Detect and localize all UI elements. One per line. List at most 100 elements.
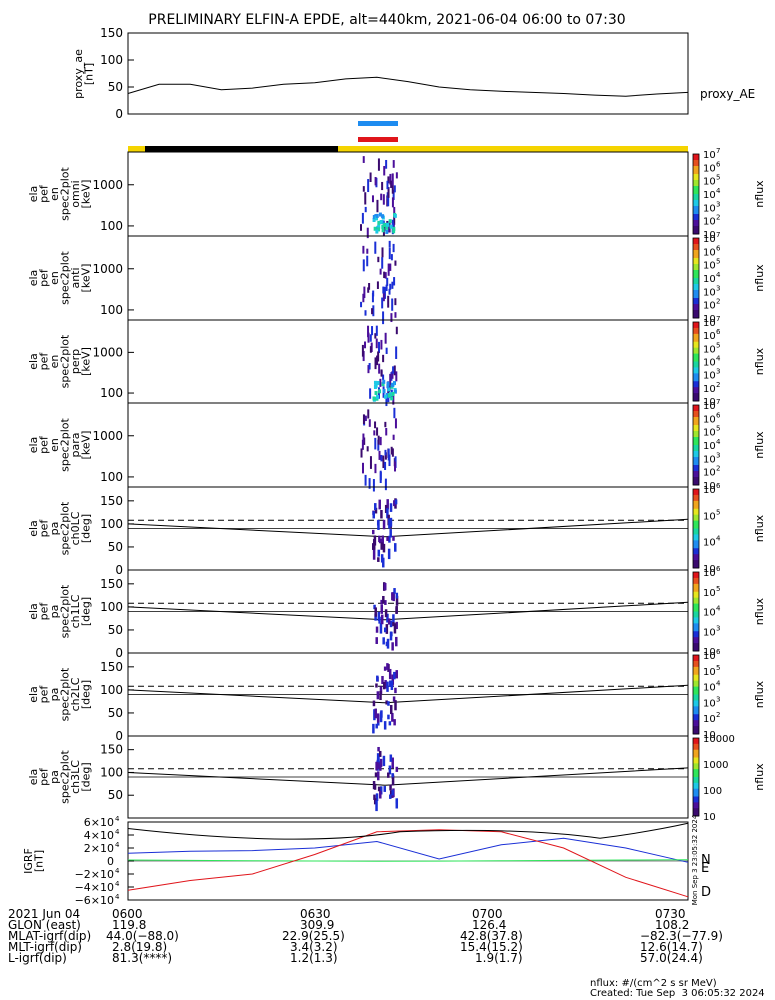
pa-streak [390, 631, 393, 637]
spec-colorbar-3-tick-base: 10 [703, 428, 716, 439]
spec-colorbar-3-tick-base: 10 [703, 468, 716, 479]
pa-colorbar-2-cell [693, 692, 699, 695]
spec-ylabel-1-line-0: ela [27, 270, 40, 287]
spec-colorbar-0-cell [693, 200, 699, 203]
spec-ylabel-2-line-0: ela [27, 353, 40, 370]
spec-streak [374, 463, 377, 474]
spec-colorbar-0-tick-base: 10 [703, 190, 716, 201]
pa-streak [395, 670, 398, 679]
spec-colorbar-0-cell [693, 210, 699, 213]
spec-streak [393, 185, 396, 193]
footer-time-3: 0730 [655, 907, 686, 921]
spec-streak [368, 478, 371, 489]
pa-streak [395, 607, 398, 615]
pa-streak [395, 592, 399, 599]
pa-colorbar-0-cell [693, 564, 699, 567]
footer-c2-l: 1.9(1.7) [475, 951, 523, 965]
spec-streak [391, 197, 394, 208]
pa-colorbar-1-tick-exp: 3 [716, 624, 720, 632]
pa-streak [392, 622, 395, 627]
spec-colorbar-1-cell [693, 290, 699, 293]
spec-streak [374, 333, 377, 339]
pa-streak [386, 508, 389, 519]
pa-colorbar-2-cell [693, 730, 699, 733]
pa-colorbar-3-cell [693, 765, 699, 768]
spec-colorbar-1-cell [693, 294, 699, 297]
spec-colorbar-3-tick-exp: 4 [716, 438, 721, 446]
spec-colorbar-2-cell [693, 343, 699, 347]
spec-colorbar-1-cell [693, 250, 699, 253]
footer-c1-l: 1.2(1.3) [290, 951, 338, 965]
spec-enhancement [382, 222, 386, 227]
spec-enhancement [390, 396, 394, 401]
pa-streak [393, 588, 396, 594]
spec-colorbar-1-cell [693, 242, 699, 245]
pa-colorbar-0-cell [693, 540, 699, 543]
spec-colorbar-1-cell [693, 280, 699, 283]
spec-streak [362, 293, 365, 303]
pa-colorbar-1-tick-base: 10 [703, 627, 716, 638]
spec-streak [384, 272, 387, 279]
spec-ylabel-2-line-1: pef [37, 352, 50, 371]
spec-colorbar-2-tick-exp: 4 [716, 355, 721, 363]
pa-streak [382, 637, 385, 645]
spec-colorbar-0-cell [693, 170, 699, 173]
pa-colorbar-2-cell [693, 710, 699, 713]
spec-colorbar-0-cell [693, 164, 699, 167]
spec-colorbar-2-cell [693, 381, 699, 384]
igrf-series-D [127, 829, 689, 898]
pa-colorbar-2-tick-exp: 4 [716, 680, 721, 688]
spec-streak [362, 259, 365, 272]
spec-enhancement [388, 219, 392, 224]
pa-ylabel-3-line-0: ela [27, 769, 40, 786]
pa-streak [389, 754, 393, 762]
spec-colorbar-3-tick-base: 10 [703, 414, 716, 425]
spec-colorbar-1-cell [693, 286, 699, 289]
spec-streak [369, 456, 372, 469]
spec-tick-label: 100 [100, 386, 123, 400]
pa-streak [374, 607, 377, 617]
spec-colorbar-1-cell [693, 252, 699, 255]
spec-colorbar-1-cell [693, 306, 699, 309]
spec-streak [362, 186, 365, 192]
pa-streak [387, 548, 391, 560]
pa-colorbar-0-cell [693, 548, 699, 551]
spec-colorbar-0-outline [692, 153, 700, 235]
spec-colorbar-1-tick-base: 10 [703, 287, 716, 298]
spec-streak [389, 263, 392, 271]
spec-streak [383, 271, 386, 279]
spec-streak [374, 437, 377, 450]
spec-colorbar-3-tick-exp: 3 [716, 451, 720, 459]
spec-streak [377, 439, 380, 451]
spec-ylabel-0-line-5: [keV] [79, 180, 92, 209]
pa-streak [388, 765, 392, 775]
pa-streak [393, 623, 397, 634]
pa-streak [377, 519, 380, 530]
pa-streak [372, 529, 375, 535]
pa-tick-label: 0 [115, 646, 123, 660]
spec-colorbar-2-cell [693, 339, 699, 343]
pa-streak [386, 499, 389, 510]
spec-enhancement [374, 391, 378, 396]
igrf-series-E [127, 859, 689, 862]
igrf-tick-exp: 4 [115, 880, 120, 888]
spec-streak [369, 346, 372, 353]
pa-colorbar-2-cell [693, 684, 699, 688]
pa-streak [387, 618, 391, 625]
spec-streak [375, 338, 378, 349]
pa-colorbar-1-cell [693, 572, 699, 575]
pa-streak [393, 500, 396, 507]
pa-colorbar-2-cell [693, 720, 699, 723]
spec-streak [367, 409, 370, 419]
pa-colorbar-3-outline [692, 737, 700, 817]
pa-streak [389, 680, 392, 687]
spec-colorbar-1-cell [693, 276, 699, 279]
pa-colorbar-3-cell [693, 788, 699, 792]
pa-streak [372, 700, 376, 707]
spec-enhancement [381, 382, 385, 387]
pa-streak [375, 800, 378, 812]
pa-colorbar-0-cell [693, 542, 699, 545]
pa-colorbar-3-cell [693, 738, 699, 741]
spec-colorbar-3-tick-base: 10 [703, 401, 716, 412]
pa-streak [393, 671, 396, 680]
